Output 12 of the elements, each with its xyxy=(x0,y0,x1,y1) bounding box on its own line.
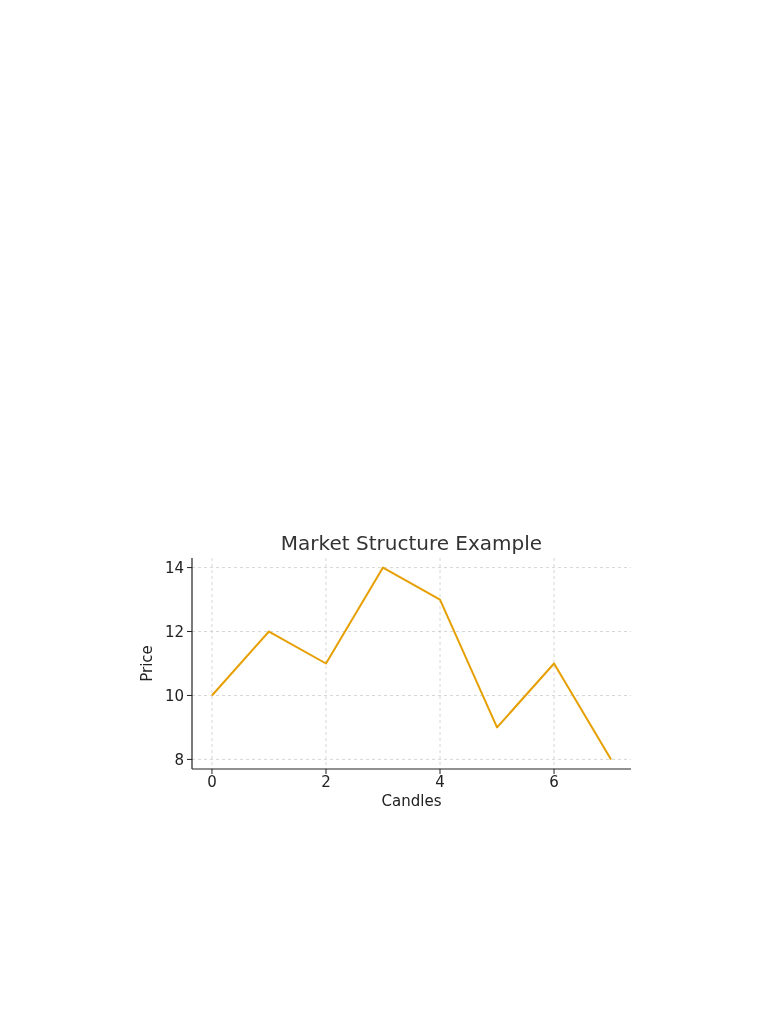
y-tick-label: 8 xyxy=(174,750,184,769)
x-tick-label: 6 xyxy=(549,773,559,791)
x-tick-label: 2 xyxy=(321,773,331,791)
x-tick-label: 0 xyxy=(207,773,217,791)
y-tick-label: 14 xyxy=(164,558,184,577)
chart-title: Market Structure Example xyxy=(280,531,543,555)
y-tick-label: 12 xyxy=(164,622,184,641)
y-tick-label: 10 xyxy=(164,686,184,705)
line-series xyxy=(210,566,613,761)
x-tick-label: 4 xyxy=(435,773,445,791)
y-axis-title: Price xyxy=(138,645,156,682)
x-axis-title: Candles xyxy=(381,792,442,810)
